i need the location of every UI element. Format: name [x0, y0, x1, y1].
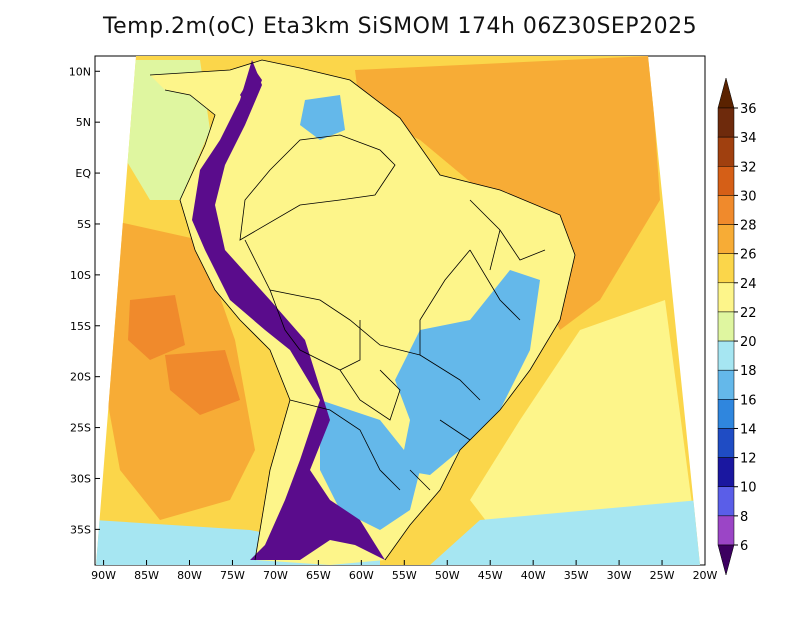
colorbar-swatch — [717, 195, 735, 225]
border-brazil-west — [244, 239, 471, 356]
colorbar-label: 26 — [740, 248, 757, 263]
colorbar-swatch — [717, 457, 735, 487]
colorbar-bottom-arrow — [717, 544, 735, 576]
lon-tick-label: 45W — [478, 569, 503, 582]
lon-tick-label: 25W — [650, 569, 675, 582]
highlands-brazil — [395, 270, 540, 475]
lat-tick-label: 30S — [70, 472, 91, 485]
colorbar-label: 36 — [740, 102, 757, 117]
colorbar-swatch — [717, 107, 735, 138]
colorbar-swatch — [717, 253, 735, 284]
field-atlantic-mild — [470, 300, 700, 565]
lon-tick-label: 70W — [263, 569, 288, 582]
field-pacific-very-hot-1 — [128, 295, 185, 360]
border-brazil-north — [239, 134, 396, 241]
border-paraguay — [339, 369, 401, 421]
colorbar-swatch — [717, 399, 735, 429]
lat-tick-label: 25S — [70, 422, 91, 435]
colorbar-label: 28 — [740, 219, 757, 234]
border-states-se — [409, 354, 481, 491]
border-bolivia — [269, 289, 361, 371]
lat-tick-label: 20S — [70, 371, 91, 384]
latitude-axis: 10N 5N EQ 5S 10S 15S 20S 25S 30S 35S — [69, 65, 100, 536]
lat-tick-label: 5N — [76, 116, 91, 129]
longitude-axis: 90W 85W 80W 75W 70W 65W 60W 55W 50W 45W 40W 35W 30W 2… — [91, 560, 718, 582]
lon-tick-label: 55W — [392, 569, 417, 582]
colorbar-swatch — [717, 136, 735, 167]
highlands-paraguay-uruguay — [320, 400, 420, 530]
lon-tick-label: 85W — [134, 569, 159, 582]
lat-tick-label: EQ — [75, 167, 91, 180]
colorbar-label: 34 — [740, 131, 757, 146]
lon-tick-label: 60W — [349, 569, 374, 582]
country-borders — [149, 59, 576, 561]
lon-tick-label: 20W — [693, 569, 718, 582]
colorbar-swatch — [717, 369, 735, 400]
lon-tick-label: 50W — [435, 569, 460, 582]
colorbar-swatch — [717, 340, 735, 371]
colorbar-label: 10 — [740, 481, 757, 496]
colorbar-label: 8 — [740, 510, 748, 525]
lat-tick-label: 35S — [70, 523, 91, 536]
colorbar-swatch — [717, 166, 735, 196]
colorbar-swatch — [717, 224, 735, 254]
field-pacific-very-hot-2 — [165, 350, 240, 415]
map-title: Temp.2m(oC) Eta3km SiSMOM 174h 06Z30SEP2… — [102, 14, 698, 39]
colorbar-label: 6 — [740, 539, 748, 554]
colorbar-label: 30 — [740, 189, 757, 204]
coastline — [149, 59, 576, 561]
colorbar-label: 32 — [740, 160, 757, 175]
lon-tick-label: 65W — [306, 569, 331, 582]
colorbar-label: 16 — [740, 393, 757, 408]
colorbar-label: 12 — [740, 452, 757, 467]
lon-tick-label: 80W — [177, 569, 202, 582]
colorbar-label: 18 — [740, 364, 757, 379]
colorbar-label: 20 — [740, 335, 757, 350]
lon-tick-label: 35W — [564, 569, 589, 582]
lon-tick-label: 40W — [521, 569, 546, 582]
colorbar-label: 22 — [740, 306, 757, 321]
lon-tick-label: 90W — [91, 569, 116, 582]
lon-tick-label: 75W — [220, 569, 245, 582]
colorbar-swatch — [717, 486, 735, 517]
border-argentina — [289, 399, 401, 491]
colorbar-swatch — [717, 311, 735, 342]
colorbar-swatch — [717, 428, 735, 458]
colorbar-label: 14 — [740, 422, 757, 437]
field-pacific-cool-north — [120, 60, 210, 200]
andes-north-peaks — [240, 70, 262, 110]
colorbar-label: 24 — [740, 277, 757, 292]
colorbar-swatch — [717, 515, 735, 546]
colorbar-top-arrow — [717, 77, 735, 109]
lat-tick-label: 10N — [69, 65, 91, 78]
lat-tick-label: 5S — [77, 218, 91, 231]
colorbar-swatch — [717, 282, 735, 313]
highlands-guiana — [300, 95, 345, 140]
lon-tick-label: 30W — [607, 569, 632, 582]
temperature-field — [96, 56, 700, 565]
field-atlantic-cool — [430, 500, 700, 565]
lat-tick-label: 10S — [70, 269, 91, 282]
lat-tick-label: 15S — [70, 320, 91, 333]
border-states-ne — [469, 199, 546, 321]
colorbar: 36 34 32 30 28 26 24 22 20 18 16 14 12 10 8 6 — [717, 77, 757, 576]
